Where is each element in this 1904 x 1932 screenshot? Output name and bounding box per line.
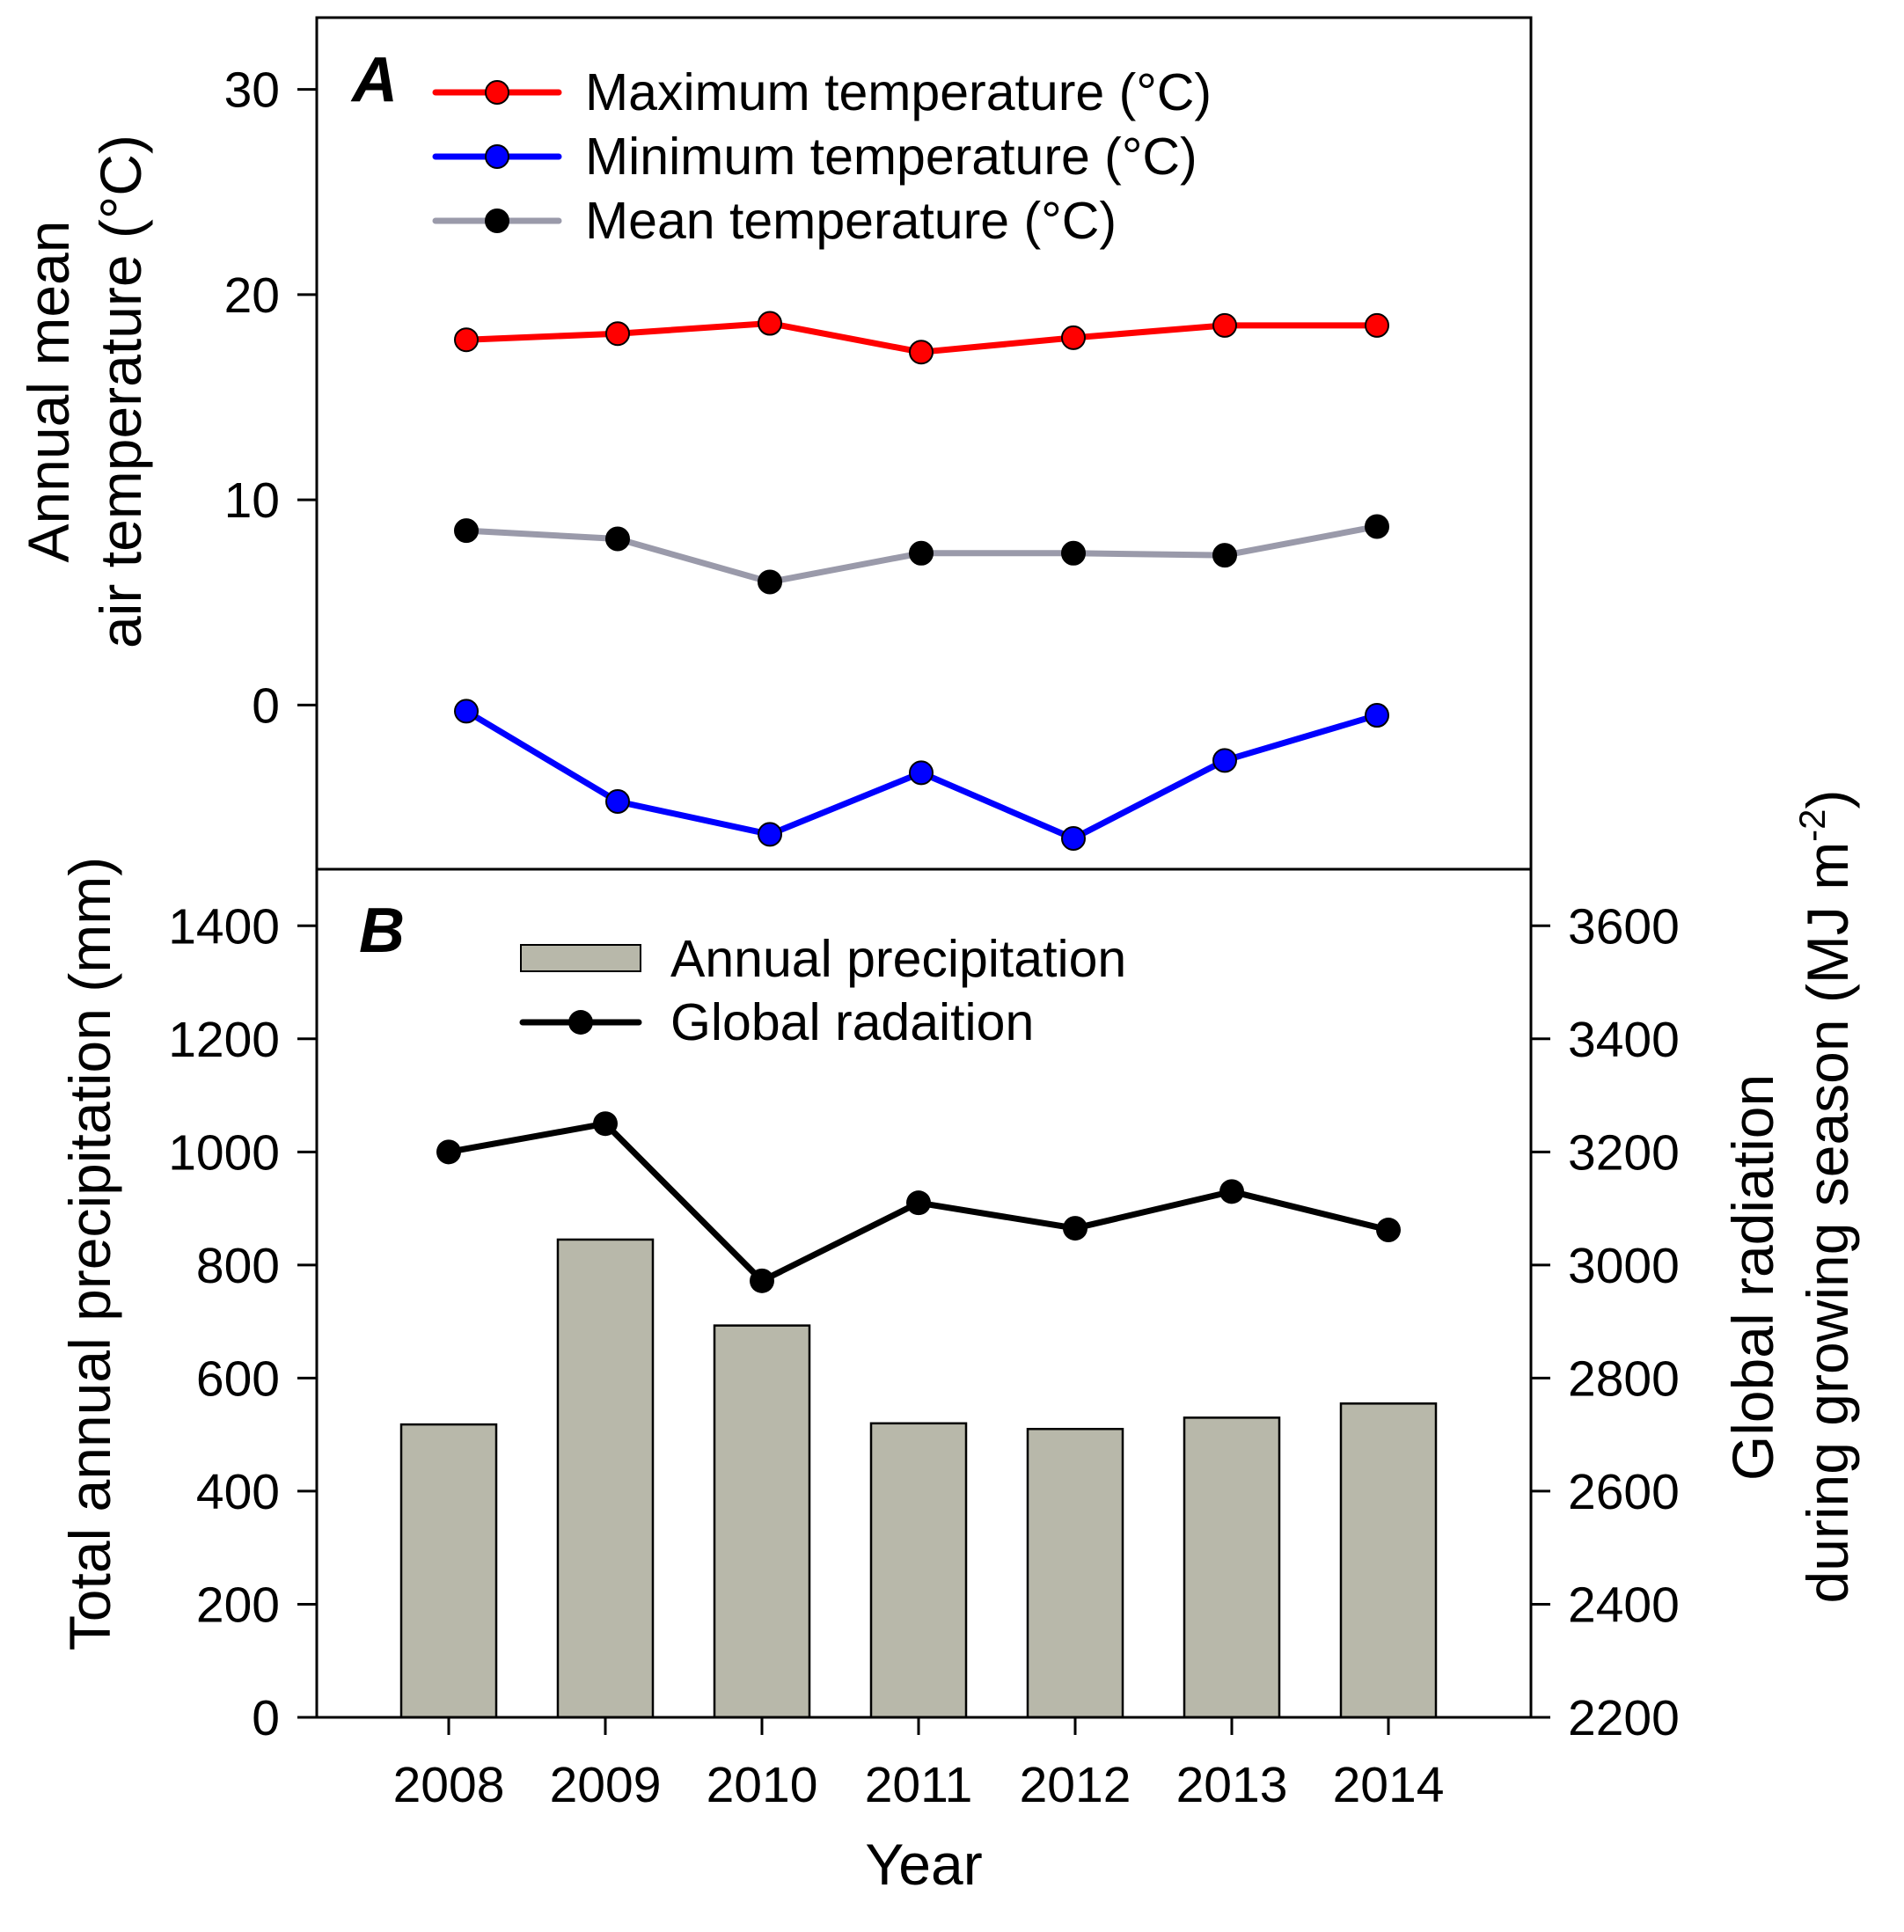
point-maximum-temperature-c-2012 [1061,325,1086,350]
x-tick-label-2014: 2014 [1333,1757,1445,1813]
panel-a-letter: A [350,45,398,115]
panel-b-right-tick-label-2600: 2600 [1568,1464,1680,1520]
point-maximum-temperature-c-2013 [1212,312,1237,338]
legend-marker-radiation [568,1010,593,1035]
point-mean-temperature-c-2009 [605,526,630,552]
x-tick-label-2011: 2011 [865,1757,973,1813]
panel-a-y-tick-label-20: 20 [224,267,280,324]
panel-a-y-axis-title-line2: air temperature (°C) [88,135,153,648]
legend-marker-min-temp [485,144,509,169]
radiation-point-2013 [1219,1179,1244,1204]
panel-a-y-tick-label-10: 10 [224,472,280,529]
legend-swatch-precipitation [520,944,641,972]
precipitation-bar-2010 [713,1324,811,1719]
legend-label-precipitation: Annual precipitation [670,930,1126,988]
legend-label-mean-temp: Mean temperature (°C) [585,192,1117,250]
panel-a-y-axis-title-line1: Annual mean [16,221,81,563]
panel-b-right-tick-label-3000: 3000 [1568,1238,1680,1294]
panel-b-left-tick-label-1000: 1000 [168,1124,280,1181]
panel-b-left-tick-label-1200: 1200 [168,1012,280,1068]
panel-b-letter: B [359,896,405,966]
right-axis-title-suffix: ) [1795,789,1860,809]
panel-b-left-tick-label-0: 0 [252,1690,280,1746]
right-axis-title-prefix: during growing season (MJ m [1795,842,1860,1604]
point-maximum-temperature-c-2010 [758,311,782,336]
point-mean-temperature-c-2011 [909,540,934,566]
radiation-point-2009 [593,1111,618,1137]
point-mean-temperature-c-2008 [454,518,479,544]
right-axis-title-superscript: -2 [1791,809,1833,841]
point-mean-temperature-c-2010 [758,569,782,595]
panel-b-left-y-axis: 0 200 400 600 800 1000 1200 1400 [168,898,317,1746]
precipitation-bar-2008 [399,1423,498,1719]
precipitation-bar-2013 [1183,1416,1281,1719]
panel-b-left-axis-title: Total annual precipitation (mm) [57,857,122,1650]
panel-b-right-tick-label-3600: 3600 [1568,898,1680,955]
panel-b-x-axis-title: Year [865,1832,982,1897]
panel-b-precip-radiation-chart: B 0 200 400 600 800 1000 1200 1400 2200 2400 2600… [57,789,1860,1897]
point-mean-temperature-c-2013 [1212,543,1237,568]
panel-a-y-tick-label-0: 0 [252,677,280,734]
panel-b-left-tick-label-400: 400 [196,1464,280,1520]
precipitation-bar-2014 [1339,1402,1438,1719]
panel-b-right-tick-label-3200: 3200 [1568,1124,1680,1181]
panel-a-y-tick-label-30: 30 [224,62,280,119]
panel-b-left-tick-label-600: 600 [196,1350,280,1407]
point-minimum-temperature-c-2013 [1212,748,1237,773]
panel-b-left-tick-label-1400: 1400 [168,898,280,955]
panel-b-right-tick-label-3400: 3400 [1568,1012,1680,1068]
panel-a-legend: Maximum temperature (°C) Minimum tempera… [432,63,1212,250]
x-tick-label-2009: 2009 [550,1757,662,1813]
x-tick-label-2010: 2010 [707,1757,818,1813]
x-tick-label-2008: 2008 [393,1757,505,1813]
point-minimum-temperature-c-2014 [1365,703,1389,728]
point-maximum-temperature-c-2009 [605,321,630,347]
panel-b-legend: Annual precipitation Global radaition [519,930,1126,1051]
radiation-point-2011 [906,1190,931,1216]
panel-b-bars-group [399,1238,1438,1719]
panel-b-left-tick-label-800: 800 [196,1238,280,1294]
panel-b-right-axis-title-line2: during growing season (MJ m-2) [1791,789,1860,1603]
panel-b-right-tick-label-2800: 2800 [1568,1350,1680,1407]
radiation-point-2010 [750,1268,774,1293]
point-minimum-temperature-c-2012 [1061,826,1086,852]
panel-a-series-group [454,311,1389,852]
panel-b-right-tick-label-2200: 2200 [1568,1690,1680,1746]
panel-b-right-axis-title-line1: Global radiation [1720,1074,1785,1481]
panel-b-right-tick-label-2400: 2400 [1568,1577,1680,1633]
panel-b-radiation-line-group [436,1111,1401,1293]
radiation-point-2014 [1376,1218,1401,1243]
point-maximum-temperature-c-2008 [454,327,479,353]
legend-label-min-temp: Minimum temperature (°C) [585,128,1197,186]
panel-b-right-y-axis: 2200 2400 2600 2800 3000 3200 3400 3600 [1531,898,1680,1746]
panel-b-left-tick-label-200: 200 [196,1577,280,1633]
point-minimum-temperature-c-2008 [454,699,479,724]
point-maximum-temperature-c-2011 [909,340,934,365]
point-mean-temperature-c-2014 [1365,514,1389,539]
point-mean-temperature-c-2012 [1061,540,1086,566]
radiation-point-2008 [436,1139,461,1165]
x-tick-label-2012: 2012 [1020,1757,1131,1813]
point-minimum-temperature-c-2011 [909,760,934,786]
legend-marker-max-temp [485,80,509,105]
point-maximum-temperature-c-2014 [1365,312,1389,338]
point-minimum-temperature-c-2010 [758,822,782,847]
point-minimum-temperature-c-2009 [605,789,630,815]
radiation-point-2012 [1063,1216,1087,1241]
precipitation-bar-2012 [1026,1427,1124,1719]
legend-label-radiation: Global radaition [670,993,1034,1051]
panel-a-y-axis: 0 10 20 30 [224,62,317,734]
panel-b-x-axis: 2008 2009 2010 2011 2012 2013 2014 [393,1717,1445,1813]
panel-a-temperature-chart: A 0 10 20 30 Annual mean air temperature (°… [16,16,1533,871]
precipitation-bar-2011 [869,1422,968,1719]
legend-marker-mean-temp [485,209,509,233]
precipitation-bar-2009 [556,1238,655,1719]
legend-label-max-temp: Maximum temperature (°C) [585,63,1212,121]
x-tick-label-2013: 2013 [1176,1757,1288,1813]
